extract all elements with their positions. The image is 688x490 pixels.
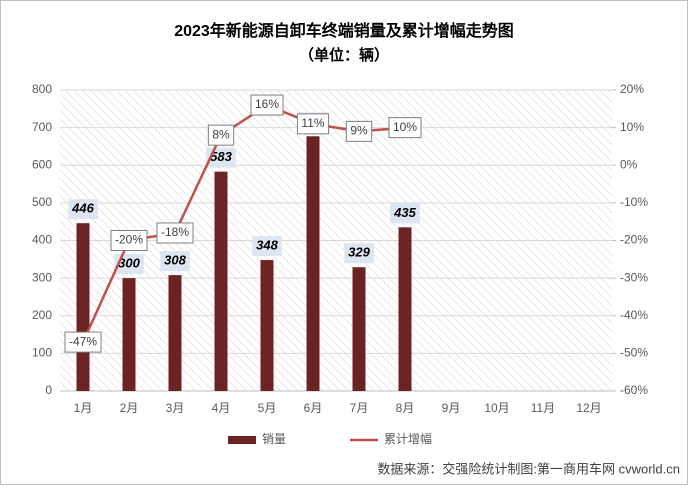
y-tick-label: 600 [32, 157, 52, 171]
y2-tick-label: -50% [620, 346, 648, 360]
y2-tick-label: -10% [620, 195, 648, 209]
y2-tick-label: 0% [620, 157, 638, 171]
line-value-label-box [296, 113, 330, 135]
bar [76, 223, 90, 391]
bar-value-label: 446 [71, 201, 94, 216]
bar [122, 278, 136, 391]
x-tick-label: 1月 [74, 401, 93, 415]
line-value-label: 8% [207, 124, 235, 146]
y-tick-label: 300 [32, 270, 52, 284]
line-value-label: 16% [255, 97, 279, 111]
x-tick-label: 5月 [258, 401, 277, 415]
line-value-label-box [156, 222, 194, 244]
y2-tick-label: -30% [620, 270, 648, 284]
bar [214, 171, 228, 391]
line-value-label: 8% [212, 127, 230, 141]
y-tick-label: 500 [32, 195, 52, 209]
legend-swatch [228, 436, 256, 444]
line-value-label: 9% [350, 124, 368, 138]
y2-tick-label: 20% [620, 82, 644, 96]
bar-value-label: 435 [390, 203, 420, 224]
y2-tick-label: 10% [620, 120, 644, 134]
line-value-label-box [207, 124, 235, 146]
bar-value-label: 348 [252, 236, 282, 257]
bar [352, 267, 366, 391]
line-value-label: 10% [393, 120, 417, 134]
line-value-label-box [250, 94, 284, 116]
y2-tick-label: -20% [620, 233, 648, 247]
x-tick-label: 2月 [120, 401, 139, 415]
bar-value-label-box [252, 236, 282, 257]
line-value-label-box [64, 331, 102, 353]
bar-value-label: 583 [210, 149, 232, 164]
line-value-label: -47% [69, 334, 97, 348]
source-note: 数据来源：交强险统计制图:第一商用车网 cvworld.cn [377, 461, 680, 476]
line-value-label: 9% [345, 120, 373, 142]
bar-value-label: 308 [160, 251, 190, 272]
x-tick-label: 12月 [576, 401, 601, 415]
bar-value-label: 348 [256, 238, 278, 253]
line-value-label: 16% [250, 94, 284, 116]
line-value-label: 10% [388, 117, 422, 139]
x-tick-label: 11月 [531, 401, 555, 415]
x-tick-label: 9月 [442, 401, 461, 415]
line-value-label: -20% [110, 230, 148, 251]
bar-value-label: 329 [344, 243, 374, 264]
y-tick-label: 800 [32, 82, 52, 96]
legend-label: 累计增幅 [384, 431, 432, 446]
x-tick-label: 3月 [166, 401, 185, 415]
line-value-label: -18% [156, 222, 194, 244]
line-value-label-box [388, 117, 422, 139]
y2-tick-label: -60% [620, 383, 648, 397]
bar-value-label-box [344, 243, 374, 264]
y2-tick-label: -40% [620, 308, 648, 322]
bar-value-label: 435 [393, 205, 416, 220]
line-value-label: -20% [115, 233, 143, 247]
legend-label: 销量 [262, 432, 286, 446]
bar-value-label: 300 [118, 256, 140, 271]
bar [306, 136, 320, 391]
x-tick-label: 10月 [484, 401, 509, 415]
line-value-label: 11% [301, 116, 324, 130]
chart-title: 2023年新能源自卸车终端销量及累计增幅走势图 [174, 21, 514, 40]
bar-value-label-box [390, 203, 420, 224]
bar-value-label-box [68, 199, 98, 220]
y-tick-label: 400 [32, 233, 52, 247]
line-value-label-box [345, 120, 373, 142]
x-tick-label: 6月 [304, 401, 323, 415]
y-tick-label: 200 [32, 308, 52, 322]
bar [398, 227, 412, 391]
x-tick-label: 7月 [350, 401, 369, 415]
bar-value-label: 446 [68, 199, 98, 220]
line-value-label: -18% [161, 225, 189, 239]
y-tick-label: 100 [32, 346, 52, 360]
y-tick-label: 0 [45, 383, 52, 397]
chart-subtitle: （单位：辆） [299, 46, 389, 64]
line-value-label-box [110, 230, 148, 251]
line-value-label: -47% [64, 331, 102, 353]
line-value-label: 11% [296, 113, 330, 135]
x-tick-label: 4月 [212, 401, 231, 415]
bar [168, 275, 182, 391]
x-tick-label: 8月 [396, 401, 415, 415]
bar-value-label: 308 [164, 253, 186, 268]
bar-value-label: 329 [348, 245, 370, 260]
y-tick-label: 700 [32, 120, 52, 134]
bar-value-label-box [160, 251, 190, 272]
bar [260, 260, 274, 391]
